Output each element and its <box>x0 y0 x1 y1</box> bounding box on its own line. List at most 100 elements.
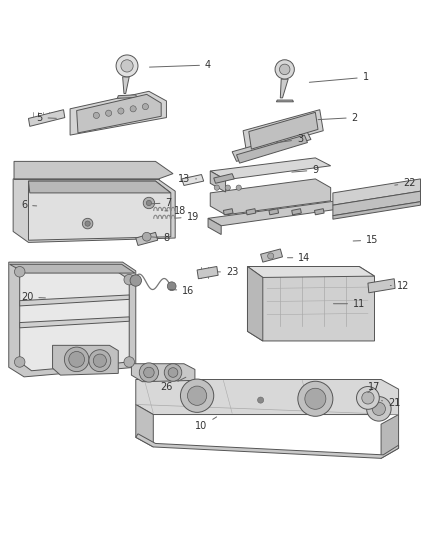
Polygon shape <box>237 135 307 163</box>
Circle shape <box>124 274 134 285</box>
Polygon shape <box>208 219 221 235</box>
Polygon shape <box>368 279 395 293</box>
Circle shape <box>106 110 112 116</box>
Text: 13: 13 <box>178 174 197 184</box>
Polygon shape <box>223 209 233 215</box>
Polygon shape <box>333 179 420 205</box>
Text: 23: 23 <box>217 267 238 277</box>
Text: 2: 2 <box>318 112 358 123</box>
Circle shape <box>225 185 230 190</box>
Text: 18: 18 <box>165 206 186 216</box>
Polygon shape <box>247 266 374 341</box>
Polygon shape <box>13 179 175 243</box>
Polygon shape <box>14 161 173 179</box>
Text: 5: 5 <box>36 112 57 123</box>
Polygon shape <box>10 264 135 273</box>
Circle shape <box>121 60 133 72</box>
Polygon shape <box>243 110 323 152</box>
Circle shape <box>124 357 134 367</box>
Circle shape <box>305 388 326 409</box>
Polygon shape <box>210 171 226 192</box>
Text: 10: 10 <box>195 417 217 431</box>
Polygon shape <box>381 415 399 458</box>
Text: 7: 7 <box>152 198 172 208</box>
Polygon shape <box>208 201 350 226</box>
Polygon shape <box>232 131 311 161</box>
Polygon shape <box>131 364 195 382</box>
Polygon shape <box>53 345 118 375</box>
Circle shape <box>168 368 178 377</box>
Circle shape <box>93 112 99 118</box>
Circle shape <box>142 103 148 110</box>
Circle shape <box>367 397 391 421</box>
Circle shape <box>130 275 141 286</box>
Polygon shape <box>261 249 283 262</box>
Polygon shape <box>280 79 288 98</box>
Circle shape <box>139 363 159 382</box>
Polygon shape <box>292 209 301 215</box>
Polygon shape <box>333 191 420 216</box>
Circle shape <box>236 185 241 190</box>
Polygon shape <box>314 209 324 215</box>
Circle shape <box>357 386 379 409</box>
Polygon shape <box>249 112 318 149</box>
Polygon shape <box>123 77 129 93</box>
Polygon shape <box>20 272 129 371</box>
Text: 16: 16 <box>169 286 194 296</box>
Text: 19: 19 <box>176 212 199 222</box>
Text: 3: 3 <box>276 134 303 144</box>
Polygon shape <box>333 201 420 219</box>
Polygon shape <box>210 158 331 180</box>
Circle shape <box>64 347 89 372</box>
Circle shape <box>372 402 385 415</box>
Polygon shape <box>9 262 136 377</box>
Circle shape <box>164 364 182 381</box>
Text: 4: 4 <box>149 60 211 70</box>
Polygon shape <box>276 100 293 102</box>
Circle shape <box>130 106 136 112</box>
Circle shape <box>118 108 124 114</box>
Text: 15: 15 <box>353 235 378 245</box>
Circle shape <box>82 219 93 229</box>
Polygon shape <box>20 295 129 306</box>
Polygon shape <box>246 209 256 215</box>
Polygon shape <box>197 266 218 279</box>
Circle shape <box>89 350 111 372</box>
Polygon shape <box>28 110 65 126</box>
Circle shape <box>298 381 333 416</box>
Polygon shape <box>136 232 158 246</box>
Polygon shape <box>28 181 171 193</box>
Text: 6: 6 <box>21 200 37 210</box>
Circle shape <box>187 386 207 405</box>
Text: 12: 12 <box>390 281 409 291</box>
Circle shape <box>93 354 106 367</box>
Circle shape <box>180 379 214 413</box>
Circle shape <box>146 200 152 206</box>
Circle shape <box>116 55 138 77</box>
Circle shape <box>258 397 264 403</box>
Polygon shape <box>136 379 399 415</box>
Circle shape <box>167 282 176 290</box>
Polygon shape <box>28 181 171 240</box>
Text: 20: 20 <box>21 292 46 302</box>
Polygon shape <box>214 174 234 183</box>
Circle shape <box>279 64 290 75</box>
Polygon shape <box>247 266 374 278</box>
Circle shape <box>69 351 85 367</box>
Polygon shape <box>77 94 161 133</box>
Polygon shape <box>269 209 279 215</box>
Text: 14: 14 <box>287 253 311 263</box>
Polygon shape <box>20 317 129 328</box>
Circle shape <box>143 197 155 209</box>
Polygon shape <box>210 179 331 215</box>
Circle shape <box>214 185 219 190</box>
Text: 11: 11 <box>333 298 365 309</box>
Circle shape <box>275 60 294 79</box>
Polygon shape <box>117 95 137 98</box>
Text: 22: 22 <box>395 178 416 188</box>
Text: 17: 17 <box>368 382 381 393</box>
Text: 26: 26 <box>160 377 186 392</box>
Polygon shape <box>136 405 153 447</box>
Polygon shape <box>182 174 204 185</box>
Circle shape <box>85 221 90 226</box>
